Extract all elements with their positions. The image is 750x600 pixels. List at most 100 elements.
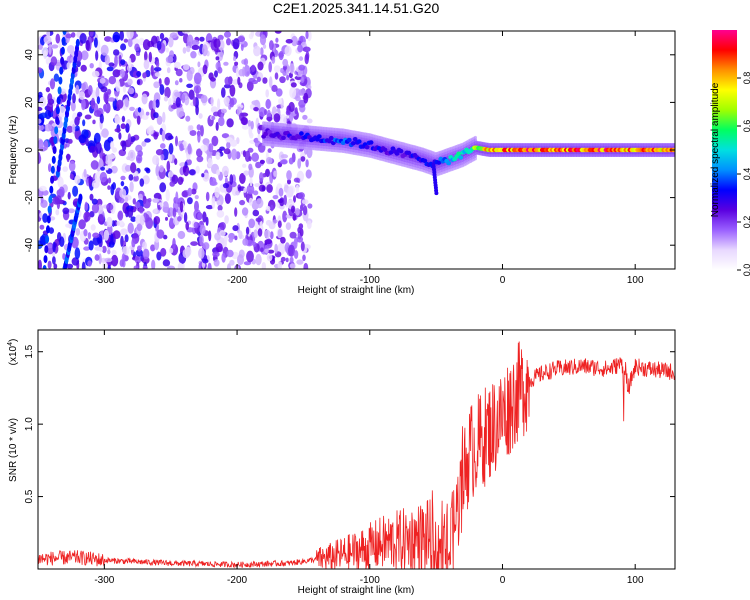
- heatmap-cell: [302, 254, 306, 262]
- heatmap-cell: [279, 114, 287, 126]
- x-tick-label: -200: [227, 575, 247, 586]
- x-tick-label: 0: [500, 275, 506, 286]
- heatmap-cell: [298, 64, 306, 71]
- heatmap-cell: [183, 212, 188, 223]
- heatmap-cell: [232, 225, 239, 232]
- heatmap-cell: [127, 78, 133, 86]
- heatmap-cell: [43, 35, 52, 45]
- heatmap-cell: [133, 265, 139, 269]
- heatmap-cell: [164, 86, 171, 99]
- heatmap-cell: [166, 67, 171, 74]
- heatmap-cell: [46, 102, 54, 111]
- heatmap-cell: [298, 89, 306, 96]
- heatmap-cell: [146, 126, 154, 135]
- heatmap-cell: [70, 101, 76, 112]
- heatmap-cell: [107, 249, 111, 255]
- heatmap-cell: [52, 256, 56, 265]
- heatmap-cell: [156, 115, 163, 126]
- snr-x-label: Height of straight line (km): [298, 585, 415, 596]
- heatmap-cell: [165, 47, 169, 53]
- heatmap-cell: [168, 170, 174, 178]
- heatmap-cell: [142, 39, 151, 51]
- heatmap-cell: [260, 47, 264, 56]
- heatmap-cell: [255, 217, 262, 223]
- heatmap-cell: [273, 65, 281, 73]
- heatmap-cell: [155, 99, 160, 108]
- heatmap-cell: [143, 59, 150, 70]
- heatmap-cell: [220, 113, 224, 119]
- heatmap-cell: [672, 143, 675, 147]
- heatmap-cell: [298, 99, 306, 108]
- heatmap-cell: [122, 246, 130, 256]
- heatmap-cell: [190, 51, 197, 59]
- heatmap-cell: [124, 97, 129, 108]
- heatmap-cell: [195, 165, 200, 174]
- heatmap-cell: [210, 77, 216, 82]
- heatmap-cell: [129, 106, 135, 111]
- heatmap-cell: [159, 182, 167, 193]
- heatmap-cell: [198, 247, 205, 259]
- heatmap-cell: [162, 111, 166, 123]
- heatmap-cell: [75, 84, 80, 95]
- heatmap-cell: [169, 217, 174, 226]
- heatmap-cell: [214, 232, 221, 241]
- heatmap-cell: [217, 205, 223, 211]
- heatmap-cell: [118, 132, 122, 140]
- heatmap-cell: [212, 251, 220, 257]
- heatmap-cell: [280, 154, 289, 159]
- heatmap-cell: [205, 191, 210, 202]
- heatmap-cell: [301, 199, 309, 205]
- heatmap-cell: [229, 84, 236, 97]
- heatmap-cell: [107, 265, 111, 269]
- heatmap-cell: [187, 197, 193, 205]
- heatmap-cell: [39, 185, 47, 192]
- heatmap-cell: [46, 215, 51, 224]
- heatmap-cell: [105, 165, 109, 171]
- heatmap-cell: [58, 76, 63, 85]
- heatmap-cell: [89, 145, 96, 153]
- heatmap-cell: [215, 56, 220, 61]
- heatmap-cell: [243, 65, 251, 77]
- heatmap-cell: [169, 247, 174, 254]
- heatmap-cell: [142, 72, 147, 79]
- heatmap-cell: [406, 150, 412, 156]
- spectrogram-y-ticks: -40 -20 0 20 40: [24, 49, 675, 252]
- heatmap-cell: [63, 143, 67, 149]
- heatmap-cell: [47, 260, 52, 269]
- heatmap-cell: [153, 67, 162, 72]
- heatmap-cell: [266, 184, 273, 193]
- heatmap-cell: [78, 193, 83, 202]
- heatmap-cell: [50, 175, 55, 184]
- x-tick-label: 100: [627, 275, 644, 286]
- heatmap-cell: [46, 225, 50, 234]
- heatmap-cell: [112, 98, 118, 111]
- heatmap-cell: [251, 79, 258, 85]
- heatmap-cell: [240, 43, 244, 51]
- heatmap-cell: [219, 230, 226, 237]
- heatmap-cell: [200, 144, 208, 152]
- heatmap-cell: [191, 39, 200, 46]
- heatmap-cell: [100, 86, 108, 93]
- heatmap-cell: [55, 209, 60, 216]
- heatmap-cell: [234, 207, 238, 217]
- heatmap-cell: [85, 138, 89, 146]
- heatmap-cell: [158, 165, 164, 173]
- heatmap-cell: [81, 82, 86, 91]
- heatmap-cell: [185, 221, 189, 231]
- heatmap-cell: [53, 73, 60, 82]
- heatmap-cell: [110, 233, 114, 245]
- y-tick-label: 0: [24, 147, 35, 153]
- heatmap-cell: [297, 44, 303, 53]
- heatmap-cell: [39, 224, 45, 230]
- heatmap-cell: [242, 238, 249, 246]
- heatmap-cell: [71, 32, 76, 38]
- heatmap-cell: [248, 163, 253, 171]
- heatmap-cell: [237, 254, 244, 266]
- heatmap-cell: [224, 76, 231, 86]
- heatmap-cell: [211, 115, 216, 121]
- heatmap-cell: [90, 97, 96, 110]
- heatmap-cell: [99, 171, 108, 183]
- heatmap-cell: [213, 259, 220, 267]
- heatmap-cell: [156, 229, 165, 239]
- heatmap-cell: [275, 88, 283, 97]
